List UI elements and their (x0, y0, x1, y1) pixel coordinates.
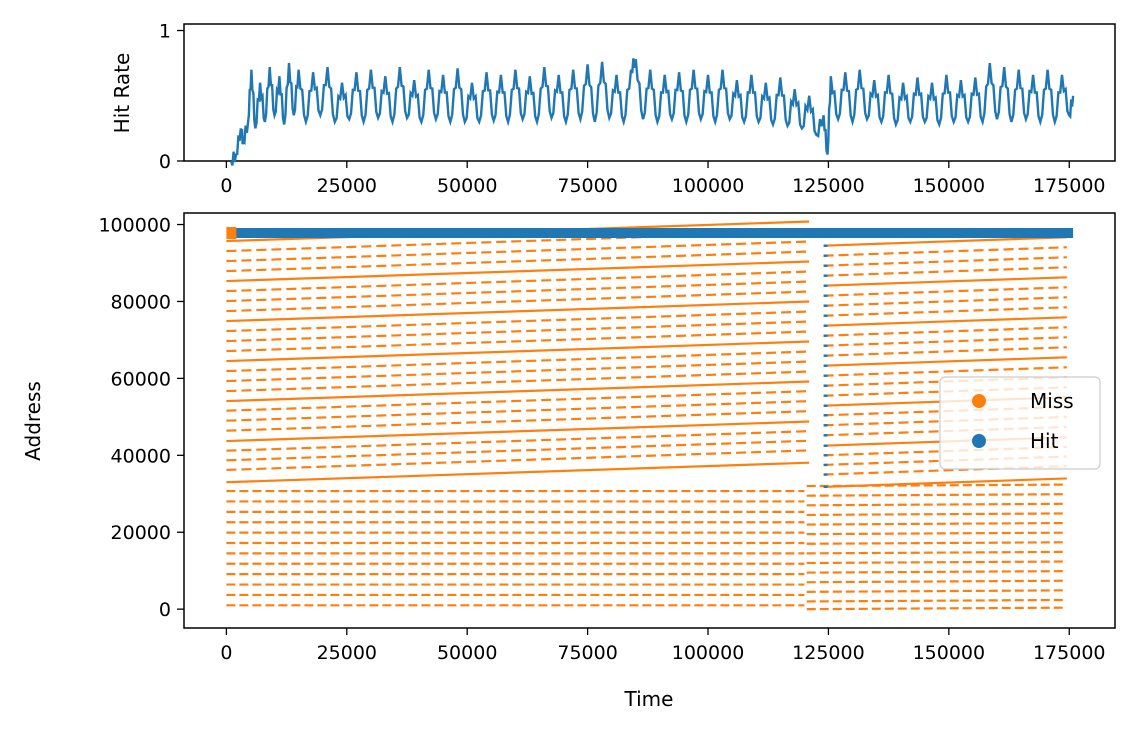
hit-rate-plot-area (183, 23, 1116, 162)
miss-segment (226, 410, 810, 432)
hit-rate-x-ticks: 0 25000 50000 75000 100000 125000 150000 175000 (220, 161, 1106, 197)
hit-band (235, 228, 1074, 238)
miss-segment (226, 310, 810, 333)
miss-segment (226, 250, 810, 273)
miss-segment (823, 236, 1067, 247)
miss-segment (806, 512, 1067, 517)
miss-segment (806, 579, 1067, 584)
address-y-ticks: 0 20000 40000 60000 80000 100000 (98, 215, 184, 621)
legend-hit-marker (972, 434, 986, 448)
miss-segment (226, 260, 810, 283)
miss-segment (226, 240, 810, 263)
miss-segment (823, 326, 1067, 337)
hit-rate-x-tick-label: 125000 (792, 175, 865, 197)
miss-segment (823, 306, 1067, 317)
miss-segment (806, 589, 1067, 593)
hit-rate-x-tick-label: 150000 (913, 175, 986, 197)
address-y-axis-label: Address (21, 381, 45, 461)
address-y-tick-label: 100000 (98, 215, 171, 237)
address-x-tick-label: 25000 (317, 642, 377, 664)
legend-miss-marker (972, 394, 986, 408)
miss-segment (226, 370, 810, 393)
miss-segment (226, 400, 810, 422)
miss-segment (226, 390, 810, 412)
miss-segment (226, 350, 810, 373)
miss-segment (226, 300, 810, 323)
address-panel: 0 25000 50000 75000 100000 125000 150000 175000… (21, 212, 1116, 711)
miss-segment (823, 477, 1067, 488)
address-x-tick-label: 50000 (437, 642, 497, 664)
miss-segment (226, 280, 810, 303)
miss-segment (226, 320, 810, 343)
miss-segment (806, 502, 1067, 507)
address-plot-area (183, 212, 1116, 629)
miss-segment (226, 270, 810, 293)
address-x-tick-label: 0 (220, 642, 232, 664)
miss-segment (806, 606, 1067, 611)
address-x-tick-label: 175000 (1033, 642, 1106, 664)
miss-segment (806, 598, 1067, 603)
address-x-tick-label: 125000 (792, 642, 865, 664)
address-scatter-series (226, 220, 1074, 611)
miss-segment (806, 570, 1067, 574)
hit-rate-x-tick-label: 175000 (1033, 175, 1106, 197)
legend-miss-label: Miss (1030, 389, 1074, 413)
hit-rate-y-tick-label: 0 (159, 151, 171, 173)
address-y-tick-label: 60000 (111, 368, 171, 390)
miss-segment (806, 521, 1067, 526)
miss-segment (823, 246, 1067, 257)
address-y-tick-label: 0 (159, 599, 171, 621)
miss-segment (823, 346, 1067, 357)
miss-marker-start (226, 227, 237, 239)
address-y-tick-label: 40000 (111, 445, 171, 467)
hit-rate-x-tick-label: 100000 (672, 175, 745, 197)
hit-rate-y-tick-label: 1 (159, 21, 171, 43)
hit-rate-x-tick-label: 25000 (317, 175, 377, 197)
miss-segment (226, 340, 810, 363)
address-x-axis-label: Time (624, 687, 674, 711)
hit-rate-x-tick-label: 75000 (557, 175, 617, 197)
address-x-tick-label: 100000 (672, 642, 745, 664)
miss-segment (226, 449, 810, 472)
hit-rate-panel: 0 25000 50000 75000 100000 125000 150000 175000… (110, 21, 1116, 197)
miss-segment (823, 316, 1067, 327)
address-x-tick-label: 75000 (557, 642, 617, 664)
miss-segment (823, 256, 1067, 267)
miss-segment (823, 296, 1067, 307)
miss-segment (806, 541, 1067, 545)
miss-segment (823, 356, 1067, 367)
hit-rate-y-ticks: 01 (159, 21, 184, 173)
hit-rate-y-axis-label: Hit Rate (110, 53, 134, 134)
miss-segment (226, 439, 810, 462)
legend-hit-label: Hit (1030, 429, 1059, 453)
miss-segment (226, 360, 810, 383)
miss-segment (806, 560, 1067, 565)
legend: Miss Hit (939, 376, 1101, 470)
miss-segment (226, 380, 810, 403)
address-x-ticks: 0 25000 50000 75000 100000 125000 150000 175000 (220, 628, 1106, 664)
miss-segment (806, 493, 1067, 497)
miss-segment (823, 366, 1067, 377)
legend-box (939, 376, 1101, 470)
miss-segment (226, 290, 810, 313)
address-y-tick-label: 80000 (111, 291, 171, 313)
miss-segment (226, 461, 810, 484)
miss-segment (823, 266, 1067, 277)
hit-rate-x-tick-label: 0 (220, 175, 232, 197)
miss-segment (806, 531, 1067, 536)
address-y-tick-label: 20000 (111, 522, 171, 544)
miss-segment (806, 550, 1067, 555)
miss-segment (226, 420, 810, 443)
hit-rate-series-line (230, 58, 1075, 166)
miss-segment (226, 430, 810, 452)
miss-segment (226, 330, 810, 353)
miss-segment (823, 336, 1067, 347)
miss-segment (823, 286, 1067, 297)
hit-rate-x-tick-label: 50000 (437, 175, 497, 197)
address-x-tick-label: 150000 (913, 642, 986, 664)
miss-segment (823, 276, 1067, 287)
